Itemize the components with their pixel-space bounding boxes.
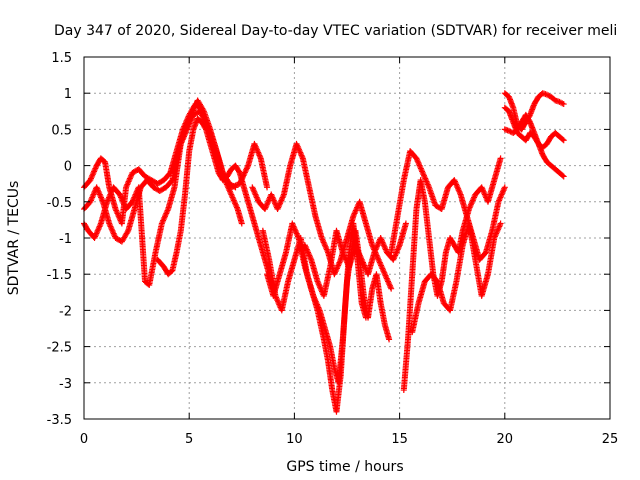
x-tick-labels: 0 5 10 15 20 25: [80, 432, 618, 447]
data-point: [241, 169, 248, 176]
data-point: [124, 229, 131, 236]
data-point: [243, 166, 250, 173]
axis-ticks: [83, 56, 611, 420]
data-point: [560, 173, 567, 180]
x-tick-label: 5: [185, 432, 193, 447]
y-tick-label: 0.5: [51, 123, 72, 138]
data-point: [388, 285, 395, 292]
x-tick-label: 20: [497, 432, 514, 447]
data-point: [244, 163, 251, 170]
y-tick-label: -1.5: [47, 268, 72, 283]
data-series: [301, 220, 409, 299]
y-tick-label: 1.5: [51, 51, 72, 66]
data-point: [402, 220, 409, 227]
data-point: [497, 155, 504, 162]
data-series: [388, 148, 508, 263]
y-tick-label: 0: [64, 160, 72, 175]
x-axis-label: GPS time / hours: [286, 459, 403, 475]
data-point: [202, 125, 209, 132]
data-series: [154, 115, 277, 292]
data-series: [409, 220, 504, 336]
data-point: [560, 101, 567, 108]
x-tick-label: 25: [602, 432, 619, 447]
y-tick-label: -2: [59, 304, 72, 319]
data-point: [386, 336, 393, 343]
y-tick-label: -1: [59, 232, 72, 247]
data-point: [501, 184, 508, 191]
y-tick-label: -3.5: [47, 413, 72, 428]
data-point: [242, 168, 249, 175]
data-point: [200, 106, 207, 113]
x-tick-label: 10: [286, 432, 303, 447]
y-tick-label: -0.5: [47, 196, 72, 211]
data-series: [501, 104, 567, 180]
data-point: [362, 314, 369, 321]
data-point: [559, 136, 566, 143]
data-point: [264, 184, 271, 191]
data-point: [497, 220, 504, 227]
data-point: [243, 165, 250, 172]
data-point: [235, 168, 242, 175]
data-point: [559, 172, 566, 179]
data-series: [81, 108, 271, 289]
data-points: [81, 90, 567, 415]
y-tick-label: -2.5: [47, 341, 72, 356]
chart-title: Day 347 of 2020, Sidereal Day-to-day VTE…: [54, 23, 617, 39]
y-tick-labels: -3.5 -3 -2.5 -2 -1.5 -1 -0.5 0 0.5 1 1.5: [47, 51, 72, 428]
y-axis-label: SDTVAR / TECUs: [6, 181, 22, 296]
y-tick-label: -3: [59, 377, 72, 392]
data-point: [238, 220, 245, 227]
data-point: [560, 137, 567, 144]
y-tick-label: 1: [64, 87, 72, 102]
x-tick-label: 0: [80, 432, 88, 447]
x-tick-label: 15: [391, 432, 408, 447]
